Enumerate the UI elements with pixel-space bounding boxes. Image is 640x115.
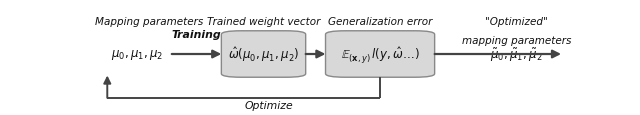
FancyBboxPatch shape	[326, 32, 435, 78]
Text: $\mathbb{E}_{(\mathbf{x},y)}\, l(y, \hat{\omega}\ldots)$: $\mathbb{E}_{(\mathbf{x},y)}\, l(y, \hat…	[340, 45, 419, 64]
Text: $\hat{\omega}(\mu_0, \mu_1, \mu_2)$: $\hat{\omega}(\mu_0, \mu_1, \mu_2)$	[228, 45, 299, 64]
FancyBboxPatch shape	[221, 32, 306, 78]
Text: "Optimized": "Optimized"	[485, 16, 548, 26]
Text: Optimize: Optimize	[244, 101, 293, 111]
Text: Training: Training	[172, 30, 221, 39]
Text: mapping parameters: mapping parameters	[462, 36, 571, 46]
Text: $\tilde{\mu}_0, \tilde{\mu}_1, \tilde{\mu}_2$: $\tilde{\mu}_0, \tilde{\mu}_1, \tilde{\m…	[490, 46, 543, 63]
Text: Generalization error: Generalization error	[328, 16, 432, 26]
Text: $\mu_0, \mu_1, \mu_2$: $\mu_0, \mu_1, \mu_2$	[111, 48, 163, 62]
Text: Trained weight vector: Trained weight vector	[207, 16, 320, 26]
Text: Mapping parameters: Mapping parameters	[95, 16, 203, 26]
